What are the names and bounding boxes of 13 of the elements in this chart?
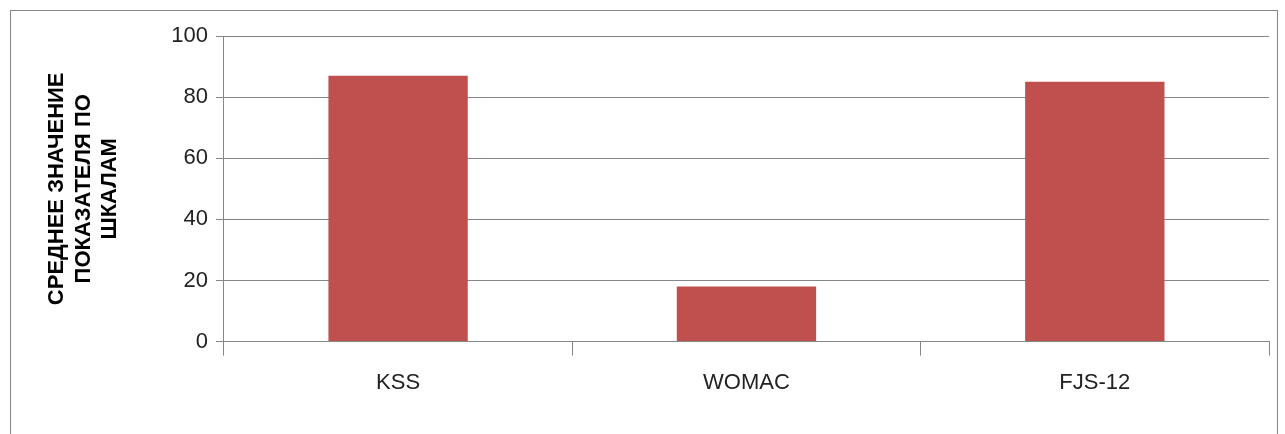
bar <box>676 286 817 342</box>
x-tick-label: WOMAC <box>703 368 790 394</box>
y-axis-title: СРЕДНЕЕ ЗНАЧЕНИЕ ПОКАЗАТЕЛЯ ПО ШКАЛАМ <box>43 72 122 306</box>
bar <box>1025 81 1165 342</box>
y-tick-label: 20 <box>183 266 208 292</box>
y-tick-label: 40 <box>183 205 208 231</box>
bar <box>328 75 468 342</box>
y-tick-label: 0 <box>195 327 208 353</box>
y-tick-label: 60 <box>183 144 208 170</box>
y-tick-label: 80 <box>183 83 208 109</box>
x-tick-label: FJS-12 <box>1059 368 1131 394</box>
x-tick-label: KSS <box>376 368 421 394</box>
y-tick-label: 100 <box>171 22 208 48</box>
